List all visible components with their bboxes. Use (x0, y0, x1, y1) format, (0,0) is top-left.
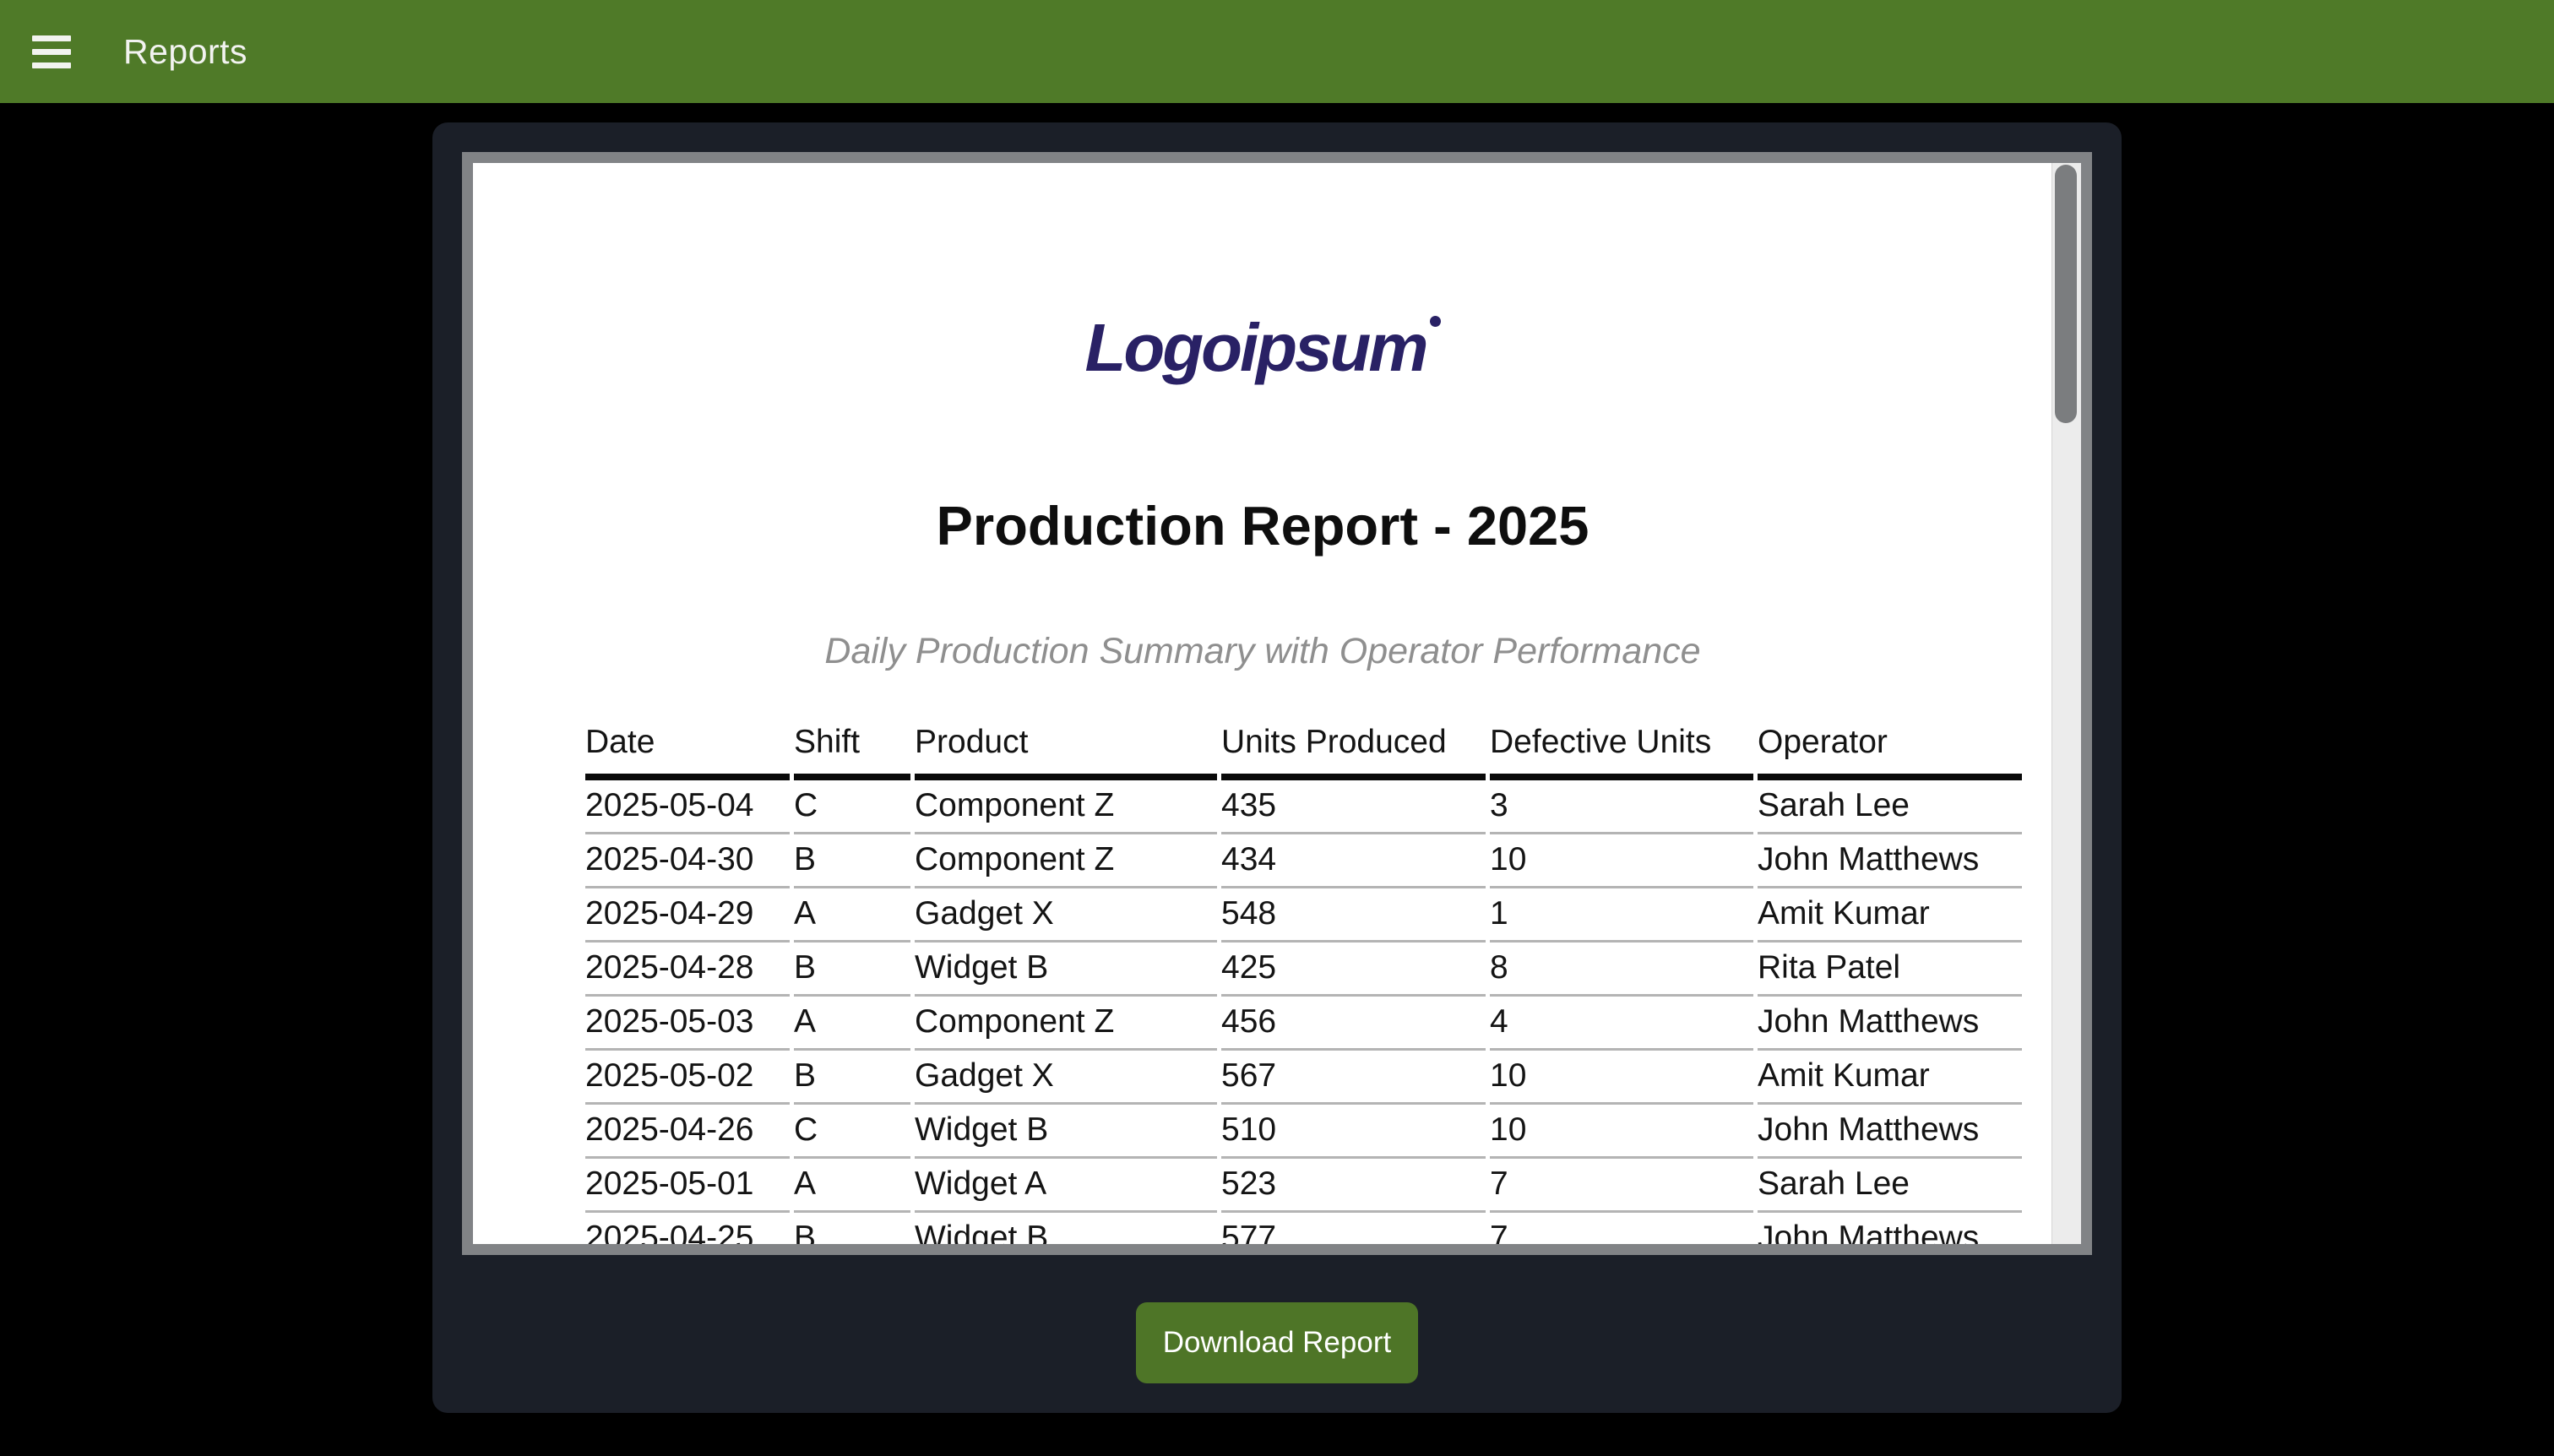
table-header-row: Date Shift Product Units Produced Defective … (585, 724, 2022, 781)
table-cell: John Matthews (1758, 834, 2022, 889)
header-cell: Date (585, 724, 790, 781)
report-page: Logoipsum Production Report - 2025 Daily… (473, 163, 2052, 1244)
table-cell: 548 (1221, 888, 1486, 943)
table-cell: A (794, 997, 910, 1051)
hamburger-icon (32, 35, 71, 41)
table-cell: 10 (1490, 1051, 1753, 1105)
report-title: Production Report - 2025 (936, 495, 1589, 557)
table-cell: A (794, 1159, 910, 1213)
report-viewer-frame[interactable]: Logoipsum Production Report - 2025 Daily… (462, 152, 2092, 1255)
table-cell: C (794, 780, 910, 835)
header-cell: Operator (1758, 724, 2022, 781)
table-cell: 10 (1490, 1105, 1753, 1159)
table-cell: 2025-05-02 (585, 1051, 790, 1105)
table-row: 2025-04-28 B Widget B 425 8 Rita Patel (585, 943, 2022, 997)
table-row: 2025-04-30 B Component Z 434 10 John Matthews (585, 834, 2022, 889)
table-cell: 2025-05-04 (585, 780, 790, 835)
table-cell: B (794, 1213, 910, 1244)
header-cell: Shift (794, 724, 910, 781)
table-cell: 577 (1221, 1213, 1486, 1244)
table-cell: 4 (1490, 997, 1753, 1051)
header-cell: Units Produced (1221, 724, 1486, 781)
hamburger-icon (32, 48, 71, 55)
logo-trademark-dot-icon (1429, 316, 1441, 327)
table-row: 2025-04-25 B Widget B 577 7 John Matthews (585, 1213, 2022, 1244)
table-cell: 8 (1490, 943, 1753, 997)
table-cell: 434 (1221, 834, 1486, 889)
table-cell: Widget B (915, 1213, 1217, 1244)
scrollbar-track[interactable] (2051, 163, 2081, 1244)
table-cell: John Matthews (1758, 997, 2022, 1051)
table-row: 2025-04-26 C Widget B 510 10 John Matthews (585, 1105, 2022, 1159)
table-cell: 2025-04-29 (585, 888, 790, 943)
report-modal-card: Logoipsum Production Report - 2025 Daily… (432, 122, 2122, 1413)
report-subtitle: Daily Production Summary with Operator P… (824, 630, 1701, 671)
table-row: 2025-05-02 B Gadget X 567 10 Amit Kumar (585, 1051, 2022, 1105)
table-cell: 435 (1221, 780, 1486, 835)
table-cell: Widget B (915, 1105, 1217, 1159)
table-cell: C (794, 1105, 910, 1159)
hamburger-menu-button[interactable] (25, 18, 93, 85)
table-cell: John Matthews (1758, 1213, 2022, 1244)
table-cell: Gadget X (915, 888, 1217, 943)
table-body: 2025-05-04 C Component Z 435 3 Sarah Lee 2025-… (585, 780, 2022, 1244)
top-app-bar: Reports (0, 0, 2554, 103)
logo-wordmark: Logoipsum (1084, 310, 1428, 385)
table-cell: B (794, 1051, 910, 1105)
table-cell: 425 (1221, 943, 1486, 997)
table-cell: 2025-05-03 (585, 997, 790, 1051)
table-cell: 567 (1221, 1051, 1486, 1105)
table-cell: John Matthews (1758, 1105, 2022, 1159)
table-cell: 7 (1490, 1159, 1753, 1213)
table-cell: Gadget X (915, 1051, 1217, 1105)
header-cell: Defective Units (1490, 724, 1753, 781)
table-cell: B (794, 834, 910, 889)
table-cell: 3 (1490, 780, 1753, 835)
table-row: 2025-04-29 A Gadget X 548 1 Amit Kumar (585, 888, 2022, 943)
table-row: 2025-05-01 A Widget A 523 7 Sarah Lee (585, 1159, 2022, 1213)
scrollbar-thumb[interactable] (2055, 165, 2077, 423)
table-cell: 523 (1221, 1159, 1486, 1213)
table-row: 2025-05-03 A Component Z 456 4 John Matthews (585, 997, 2022, 1051)
table-cell: Widget B (915, 943, 1217, 997)
table-cell: A (794, 888, 910, 943)
production-table: Date Shift Product Units Produced Defective … (581, 724, 2026, 1244)
table-cell: Sarah Lee (1758, 780, 2022, 835)
table-cell: 2025-04-30 (585, 834, 790, 889)
table-cell: 2025-04-26 (585, 1105, 790, 1159)
hamburger-icon (32, 62, 71, 68)
header-cell: Product (915, 724, 1217, 781)
page-title: Reports (123, 31, 248, 71)
table-cell: Component Z (915, 997, 1217, 1051)
table-cell: Component Z (915, 834, 1217, 889)
table-cell: Rita Patel (1758, 943, 2022, 997)
table-row: 2025-05-04 C Component Z 435 3 Sarah Lee (585, 780, 2022, 835)
table-cell: Widget A (915, 1159, 1217, 1213)
table-cell: 510 (1221, 1105, 1486, 1159)
download-report-button[interactable]: Download Report (1136, 1302, 1418, 1383)
table-cell: Component Z (915, 780, 1217, 835)
table-cell: 2025-04-25 (585, 1213, 790, 1244)
table-cell: Amit Kumar (1758, 888, 2022, 943)
table-cell: B (794, 943, 910, 997)
company-logo: Logoipsum (473, 311, 2052, 385)
table-cell: 2025-04-28 (585, 943, 790, 997)
table-cell: 10 (1490, 834, 1753, 889)
table-cell: 2025-05-01 (585, 1159, 790, 1213)
table-cell: Sarah Lee (1758, 1159, 2022, 1213)
table-cell: 1 (1490, 888, 1753, 943)
table-cell: 7 (1490, 1213, 1753, 1244)
table-cell: Amit Kumar (1758, 1051, 2022, 1105)
table-cell: 456 (1221, 997, 1486, 1051)
